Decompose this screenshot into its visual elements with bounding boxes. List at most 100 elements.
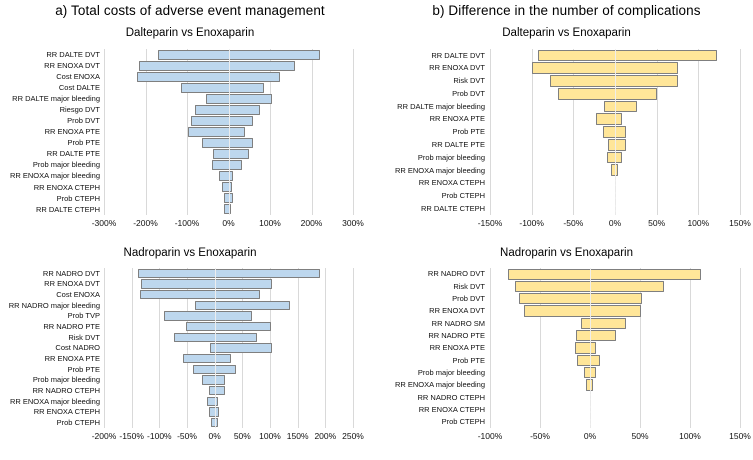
panel-complications-nadroparin: Nadroparin vs Enoxaparin RR NADRO DVT Ris… — [380, 232, 753, 445]
x-axis: -200% -150% -100% -50% 0% 50% 100% 150% 200% 250% — [92, 428, 364, 445]
row-label: RR DALTE CTEPH — [35, 204, 100, 214]
row-label: RR NADRO DVT — [427, 269, 485, 279]
tornado-bar — [191, 115, 254, 126]
tornado-bar — [586, 379, 593, 391]
tornado-bar — [157, 49, 320, 60]
tornado-bar — [205, 93, 273, 104]
row-label: RR ENOXA DVT — [429, 306, 485, 316]
tornado-bar — [140, 279, 273, 289]
panel-subtitle: Nadroparin vs Enoxaparin — [500, 247, 633, 259]
row-label: Cost NADRO — [55, 343, 100, 353]
panel-subtitle: Dalteparin vs Enoxaparin — [125, 27, 255, 39]
tornado-bar — [604, 100, 638, 113]
panel-grid: Dalteparin vs Enoxaparin RR DALTE DVT RR … — [0, 18, 753, 445]
x-tick-label: -150% — [119, 431, 144, 441]
row-label: RR ENOXA DVT — [44, 279, 100, 289]
category-labels: RR NADRO DVT RR ENOXA DVT Cost ENOXA RR NAD… — [0, 268, 104, 428]
row-label: Prob CTEPH — [441, 417, 485, 427]
row-label: RR DALTE DVT — [431, 50, 485, 60]
x-tick-label: -150% — [477, 218, 503, 228]
x-tick-label: 50% — [631, 431, 649, 441]
figure-title-a: a) Total costs of adverse event manageme… — [55, 3, 325, 18]
x-tick-label: 0% — [583, 431, 597, 441]
panel-complications-dalteparin: Dalteparin vs Enoxaparin RR DALTE DVT RR … — [380, 18, 753, 232]
x-tick-label: -100% — [519, 218, 544, 228]
tornado-bar — [194, 300, 291, 311]
gridline — [540, 268, 541, 428]
zero-axis-line — [214, 268, 216, 428]
tornado-bar — [206, 396, 218, 407]
category-labels: RR NADRO DVT Risk DVT Prob DVT RR ENOXA DVT… — [380, 268, 490, 428]
row-label: Prob major bleeding — [32, 160, 100, 170]
tornado-bar — [195, 104, 260, 115]
gridline — [573, 49, 575, 215]
tornado-bar — [212, 160, 243, 171]
row-label: Prob PTE — [67, 364, 100, 374]
chart-area: RR NADRO DVT RR ENOXA DVT Cost ENOXA RR NAD… — [0, 268, 380, 428]
gridline — [531, 49, 533, 215]
gridline — [698, 49, 700, 215]
tornado-bar — [209, 343, 273, 353]
gridline — [353, 268, 354, 428]
plot-area — [490, 49, 741, 215]
tornado-bar — [508, 268, 701, 280]
x-tick-label: 0% — [208, 431, 221, 441]
x-tick-label: -50% — [530, 431, 550, 441]
category-labels: RR DALTE DVT RR ENOXA DVT Risk DVT Prob DVT… — [380, 49, 490, 215]
tornado-bar — [515, 280, 664, 293]
gridline — [159, 268, 161, 428]
zero-axis-line — [590, 268, 591, 428]
row-label: RR DALTE major bleeding — [12, 94, 100, 104]
gridline — [104, 49, 105, 215]
gridline — [311, 49, 313, 215]
gridline — [490, 268, 491, 428]
gridline — [640, 268, 641, 428]
tornado-bar — [531, 62, 679, 75]
x-tick-label: 150% — [729, 431, 751, 441]
x-axis: -300% -200% -100% 0% 100% 200% 300% — [92, 215, 364, 232]
tornado-bar — [219, 171, 234, 182]
tornado-bar — [607, 138, 626, 151]
tornado-bar — [164, 311, 253, 321]
tornado-bar — [611, 164, 619, 177]
row-label: RR DALTE PTE — [431, 139, 485, 149]
row-label: RR NADRO SM — [431, 318, 485, 328]
tornado-bar — [602, 126, 626, 138]
x-tick-label: -100% — [147, 431, 172, 441]
x-tick-label: -50% — [177, 431, 197, 441]
row-label: Cost DALTE — [58, 82, 100, 92]
row-label: RR NADRO major bleeding — [8, 300, 100, 310]
plot-area — [104, 268, 354, 428]
tornado-bar — [224, 204, 232, 215]
tornado-bar — [550, 75, 679, 87]
row-label: Risk DVT — [453, 281, 485, 291]
tornado-bar — [188, 126, 246, 138]
x-tick-label: 50% — [233, 431, 251, 441]
row-label: RR ENOXA PTE — [44, 127, 100, 137]
tornado-bar — [223, 193, 233, 204]
row-label: RR DALTE CTEPH — [420, 203, 485, 213]
x-tick-label: 0% — [608, 218, 622, 228]
row-label: Prob PTE — [452, 355, 485, 365]
gridline — [490, 49, 491, 215]
tornado-bar — [537, 49, 717, 62]
x-axis: -150% -100% -50% 0% 50% 100% 150% — [478, 215, 751, 232]
tornado-bar — [213, 149, 250, 160]
category-labels: RR DALTE DVT RR ENOXA DVT Cost ENOXA Cost D… — [0, 49, 104, 215]
x-tick-label: 300% — [342, 218, 364, 228]
x-tick-label: 150% — [286, 431, 309, 441]
row-label: RR NADRO CTEPH — [417, 392, 485, 402]
row-label: Riesgo DVT — [59, 105, 100, 115]
chart-area: RR DALTE DVT RR ENOXA DVT Risk DVT Prob DVT… — [380, 49, 753, 215]
chart-area: RR NADRO DVT Risk DVT Prob DVT RR ENOXA DVT… — [380, 268, 753, 428]
tornado-bar — [208, 385, 225, 396]
tornado-bar — [606, 151, 622, 164]
row-label: Prob TVP — [67, 311, 100, 321]
tornado-bar — [182, 353, 232, 364]
gridline — [297, 268, 299, 428]
x-tick-label: -200% — [91, 431, 117, 441]
x-tick-label: 200% — [314, 431, 337, 441]
tornado-bar — [581, 317, 626, 330]
tornado-bar — [201, 138, 254, 149]
tornado-bar — [192, 364, 236, 375]
